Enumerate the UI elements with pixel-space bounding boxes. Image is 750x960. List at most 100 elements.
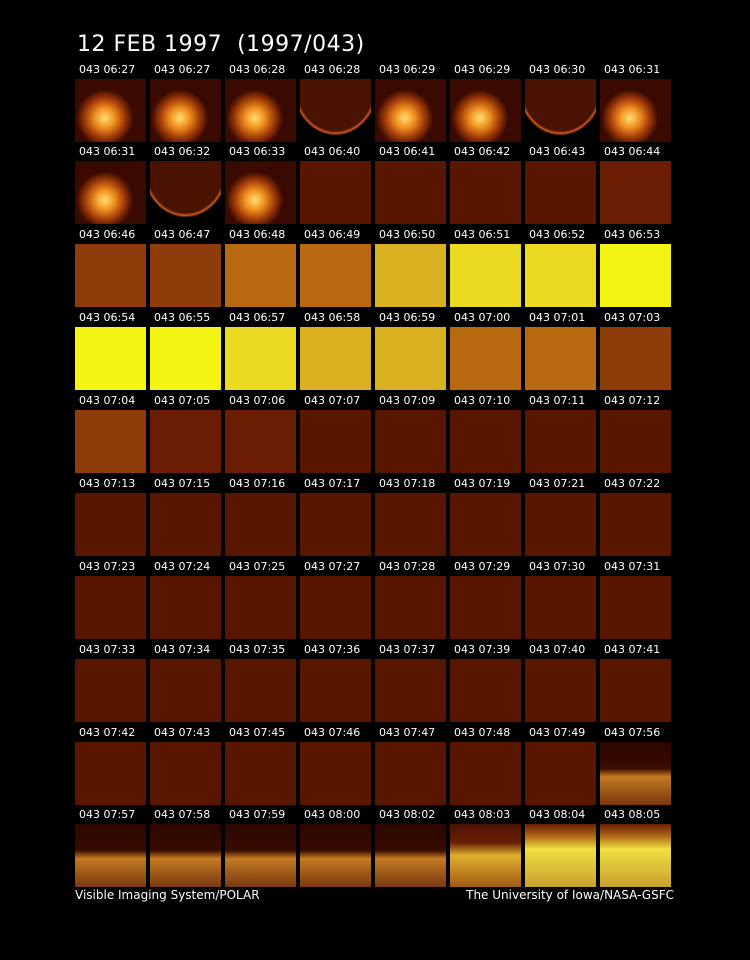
frame-image — [75, 327, 146, 390]
frame-image — [375, 244, 446, 307]
frame-image — [525, 327, 596, 390]
frame-image — [300, 659, 371, 722]
frame-time: 043 07:16 — [229, 477, 286, 490]
frame-time: 043 07:04 — [79, 394, 136, 407]
frame-image — [600, 161, 671, 224]
frame-image — [150, 659, 221, 722]
frame-time: 043 07:40 — [529, 643, 586, 656]
frame-image — [150, 576, 221, 639]
frame-image — [150, 79, 221, 142]
frame-time: 043 07:00 — [454, 311, 511, 324]
frame-image — [375, 327, 446, 390]
frame-image — [600, 244, 671, 307]
frame-time: 043 06:31 — [604, 63, 661, 76]
frame-image — [225, 742, 296, 805]
frame-image — [300, 327, 371, 390]
frame-image — [225, 161, 296, 224]
frame-time: 043 07:59 — [229, 808, 286, 821]
frame-time: 043 07:41 — [604, 643, 661, 656]
frame-time: 043 06:50 — [379, 228, 436, 241]
frame-time: 043 07:43 — [154, 726, 211, 739]
frame-time: 043 07:01 — [529, 311, 586, 324]
frame-image — [375, 659, 446, 722]
frame-image — [450, 327, 521, 390]
frame-time: 043 07:09 — [379, 394, 436, 407]
frame-time: 043 07:05 — [154, 394, 211, 407]
frame-image — [225, 410, 296, 473]
frame-time: 043 07:34 — [154, 643, 211, 656]
frame-time: 043 07:24 — [154, 560, 211, 573]
frame-time: 043 06:28 — [304, 63, 361, 76]
frame-image — [300, 493, 371, 556]
frame-image — [150, 244, 221, 307]
frame-image — [150, 410, 221, 473]
frame-image — [150, 742, 221, 805]
frame-time: 043 06:40 — [304, 145, 361, 158]
frame-image — [75, 161, 146, 224]
frame-image — [375, 493, 446, 556]
footer-left: Visible Imaging System/POLAR — [75, 888, 260, 902]
frame-time: 043 07:07 — [304, 394, 361, 407]
title: 12 FEB 1997 (1997/043) — [77, 32, 365, 57]
frame-time: 043 07:37 — [379, 643, 436, 656]
frame-time: 043 07:19 — [454, 477, 511, 490]
frame-image — [375, 742, 446, 805]
frame-time: 043 06:43 — [529, 145, 586, 158]
frame-time: 043 07:30 — [529, 560, 586, 573]
frame-image — [450, 161, 521, 224]
frame-time: 043 07:31 — [604, 560, 661, 573]
frame-time: 043 07:28 — [379, 560, 436, 573]
frame-time: 043 07:15 — [154, 477, 211, 490]
frame-time: 043 06:46 — [79, 228, 136, 241]
frame-image — [300, 824, 371, 887]
frame-image — [225, 244, 296, 307]
frame-image — [75, 824, 146, 887]
frame-time: 043 06:55 — [154, 311, 211, 324]
frame-image — [375, 576, 446, 639]
frame-time: 043 06:27 — [154, 63, 211, 76]
frame-time: 043 07:58 — [154, 808, 211, 821]
frame-time: 043 07:42 — [79, 726, 136, 739]
frame-image — [600, 493, 671, 556]
frame-image — [75, 244, 146, 307]
frame-image — [375, 79, 446, 142]
frame-time: 043 06:29 — [379, 63, 436, 76]
frame-time: 043 06:48 — [229, 228, 286, 241]
frame-time: 043 07:35 — [229, 643, 286, 656]
frame-image — [300, 244, 371, 307]
frame-image — [150, 161, 221, 224]
frame-image — [75, 659, 146, 722]
frame-image — [600, 742, 671, 805]
frame-time: 043 07:25 — [229, 560, 286, 573]
frame-time: 043 07:17 — [304, 477, 361, 490]
frame-time: 043 06:27 — [79, 63, 136, 76]
frame-image — [525, 79, 596, 142]
frame-time: 043 06:44 — [604, 145, 661, 158]
frame-image — [450, 244, 521, 307]
frame-image — [225, 824, 296, 887]
frame-time: 043 06:54 — [79, 311, 136, 324]
frame-time: 043 08:03 — [454, 808, 511, 821]
frame-time: 043 07:48 — [454, 726, 511, 739]
frame-time: 043 07:56 — [604, 726, 661, 739]
frame-image — [75, 410, 146, 473]
frame-image — [600, 824, 671, 887]
frame-image — [375, 410, 446, 473]
frame-time: 043 07:13 — [79, 477, 136, 490]
frame-time: 043 07:36 — [304, 643, 361, 656]
frame-image — [225, 493, 296, 556]
frame-time: 043 06:31 — [79, 145, 136, 158]
frame-image — [525, 576, 596, 639]
frame-time: 043 07:22 — [604, 477, 661, 490]
frame-image — [525, 410, 596, 473]
frame-time: 043 06:53 — [604, 228, 661, 241]
frame-time: 043 07:12 — [604, 394, 661, 407]
frame-image — [375, 824, 446, 887]
frame-time: 043 06:42 — [454, 145, 511, 158]
frame-time: 043 07:47 — [379, 726, 436, 739]
frame-time: 043 06:41 — [379, 145, 436, 158]
frame-image — [300, 742, 371, 805]
frame-image — [525, 659, 596, 722]
frame-image — [450, 576, 521, 639]
frame-time: 043 08:00 — [304, 808, 361, 821]
